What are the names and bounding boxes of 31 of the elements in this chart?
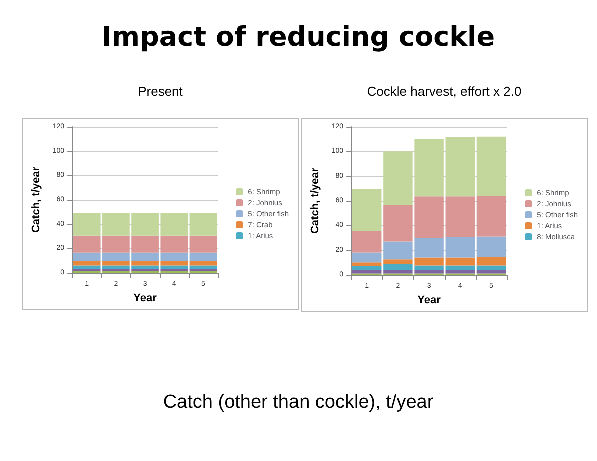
bar (190, 236, 218, 253)
bar (446, 237, 475, 258)
bar (190, 266, 218, 270)
text: Impact of reducing cockle (100, 22, 496, 53)
bar (476, 196, 506, 237)
bar (476, 270, 506, 274)
bar (476, 266, 506, 270)
y-axis-title: Catch, t/year (30, 166, 42, 234)
y-axis-title: Catch, t/year (310, 167, 322, 234)
bar (190, 261, 218, 266)
bar (446, 137, 475, 197)
bar (476, 236, 506, 258)
x-axis-title: Year (418, 294, 442, 306)
text: Catch (other than cockle), t/year (162, 392, 435, 414)
bar (190, 252, 218, 262)
bar (352, 266, 382, 270)
bar (446, 270, 475, 274)
bar (352, 189, 382, 232)
bar (352, 270, 382, 274)
bar (476, 136, 506, 196)
bar (352, 252, 382, 263)
chart-title: Present (137, 84, 184, 99)
chart-title: Cockle harvest, effort x 2.0 (366, 84, 523, 99)
x-axis-title: Year (134, 292, 158, 304)
bar (446, 258, 475, 266)
bar (476, 257, 506, 266)
bar (446, 196, 475, 238)
bar (446, 266, 475, 270)
bar (352, 262, 382, 266)
bar (352, 231, 382, 253)
bar (190, 213, 218, 236)
